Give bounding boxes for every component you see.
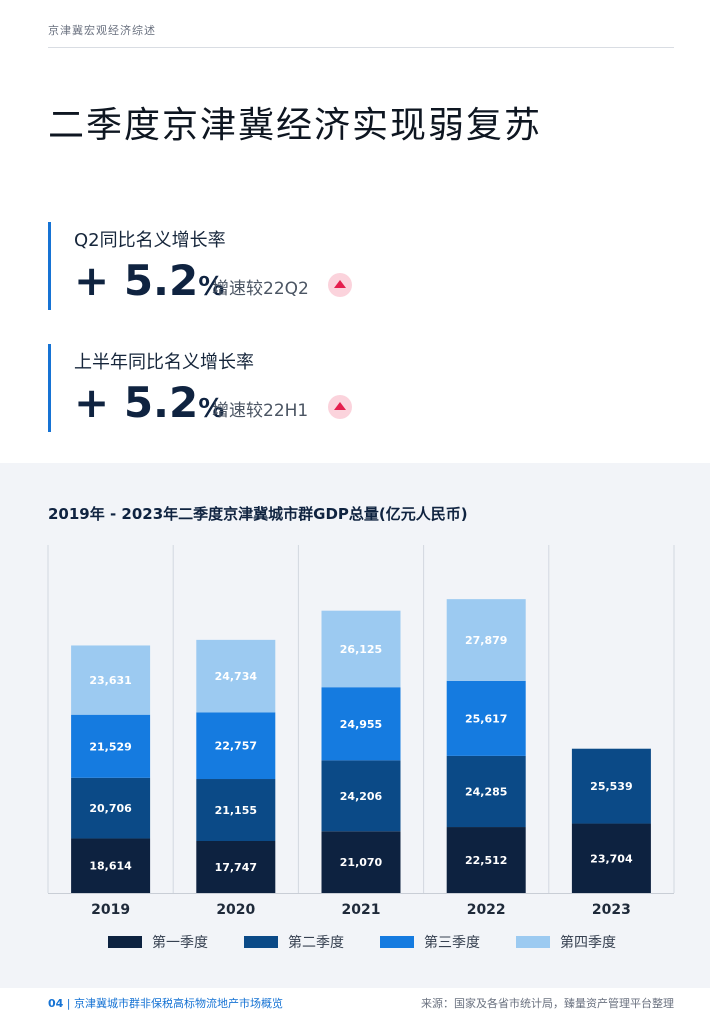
data-label: 23,704 (590, 852, 633, 865)
header-section-label: 京津冀宏观经济综述 (48, 24, 156, 37)
chart-legend: 第一季度 第二季度 第三季度 第四季度 (108, 932, 668, 952)
metric-unit: % (198, 394, 225, 424)
data-label: 23,631 (89, 674, 131, 687)
legend-item-q4: 第四季度 (516, 932, 616, 952)
data-label: 24,734 (215, 670, 258, 683)
legend-swatch-q4 (516, 936, 550, 948)
data-label: 26,125 (340, 643, 382, 656)
legend-item-q3: 第三季度 (380, 932, 480, 952)
data-label: 21,529 (89, 740, 131, 753)
legend-item-q2: 第二季度 (244, 932, 344, 952)
bar-segment (321, 610, 401, 688)
metric-q2: Q2同比名义增长率 + 5.2% 增速较22Q2 (48, 222, 448, 310)
bar-segment (71, 838, 151, 893)
metric-label: 上半年同比名义增长率 (74, 352, 254, 373)
legend-swatch-q3 (380, 936, 414, 948)
data-label: 22,512 (465, 854, 507, 867)
header-divider (48, 47, 674, 48)
data-label: 24,955 (340, 718, 382, 731)
data-label: 24,285 (465, 785, 507, 798)
data-label: 25,617 (465, 712, 507, 725)
bar-segment (196, 712, 276, 780)
legend-swatch-q2 (244, 936, 278, 948)
trend-up-icon (328, 395, 352, 419)
data-label: 25,539 (590, 780, 632, 793)
footer-source: 来源：国家及各省市统计局，臻量资产管理平台整理 (421, 997, 674, 1010)
bar-segment (446, 599, 526, 681)
bar-segment (71, 777, 151, 839)
metric-value: + 5.2% (74, 378, 225, 427)
data-label: 22,757 (215, 740, 257, 753)
data-label: 21,155 (215, 804, 257, 817)
page-number: 04 (48, 997, 64, 1010)
bar-segment (446, 680, 526, 756)
bar-segment (196, 639, 276, 713)
data-label: 27,879 (465, 634, 507, 647)
chart-title: 2019年 - 2023年二季度京津冀城市群GDP总量(亿元人民币) (48, 505, 468, 523)
bar-segment (321, 687, 401, 761)
data-label: 18,614 (89, 860, 132, 873)
bar-segment (71, 714, 151, 778)
metric-label: Q2同比名义增长率 (74, 230, 226, 251)
bar-segment (196, 779, 276, 842)
legend-swatch-q1 (108, 936, 142, 948)
bar-segment (321, 760, 401, 832)
footer-doc-title: 04 | 京津冀城市群非保税高标物流地产市场概览 (48, 997, 284, 1010)
stacked-bar-chart: 18,614 20,706 21,529 23,631 2019 17,747 21,155… (47, 545, 675, 918)
data-label: 24,206 (340, 790, 383, 803)
bar-segment (196, 841, 276, 893)
legend-item-q1: 第一季度 (108, 932, 208, 952)
x-tick-label: 2021 (342, 902, 381, 918)
metric-note: 增速较22H1 (212, 401, 309, 421)
metric-note: 增速较22Q2 (212, 279, 309, 299)
bar-segment (571, 748, 651, 824)
data-label: 17,747 (215, 861, 257, 874)
footer-doc-name: 京津冀城市群非保税高标物流地产市场概览 (74, 997, 284, 1010)
metric-value: + 5.2% (74, 256, 225, 305)
metric-h1: 上半年同比名义增长率 + 5.2% 增速较22H1 (48, 344, 448, 432)
metric-accent-bar (48, 222, 51, 310)
x-tick-label: 2022 (467, 902, 506, 918)
x-tick-label: 2019 (91, 902, 130, 918)
bar-segment (446, 755, 526, 828)
metric-unit: % (198, 272, 225, 302)
x-tick-label: 2023 (592, 902, 631, 918)
bar-segment (571, 823, 651, 893)
trend-up-icon (328, 273, 352, 297)
metric-accent-bar (48, 344, 51, 432)
x-tick-label: 2020 (216, 902, 255, 918)
data-label: 21,070 (340, 856, 383, 869)
bar-segment (71, 645, 151, 715)
data-label: 20,706 (89, 802, 132, 815)
bar-segment (321, 831, 401, 893)
page-title: 二季度京津冀经济实现弱复苏 (48, 105, 543, 146)
bar-segment (446, 827, 526, 893)
